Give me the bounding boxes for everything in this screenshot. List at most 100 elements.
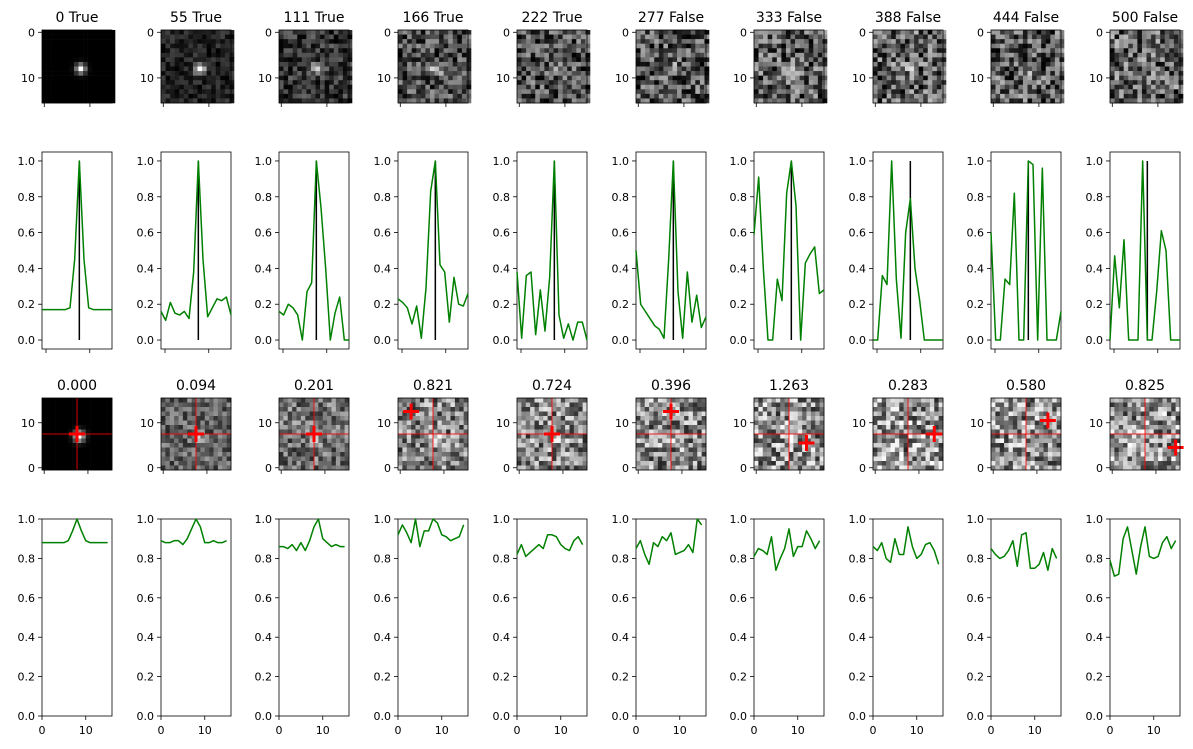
y-tick-label: 0.0 xyxy=(137,334,155,347)
image-pixel xyxy=(569,456,575,462)
image-pixel xyxy=(424,452,429,457)
image-pixel xyxy=(530,402,535,408)
y-tick-label: 10 xyxy=(733,417,747,430)
image-pixel xyxy=(72,443,78,448)
image-pixel xyxy=(754,80,759,86)
image-pixel xyxy=(941,80,947,86)
image-pixel xyxy=(92,61,98,67)
panel-title: 0.396 xyxy=(651,378,691,394)
image-pixel xyxy=(539,80,545,86)
image-pixel xyxy=(98,438,104,444)
image-pixel xyxy=(287,402,293,408)
image-pixel xyxy=(677,80,682,86)
image-pixel xyxy=(452,98,458,104)
image-pixel xyxy=(340,429,345,435)
image-pixel xyxy=(914,66,919,72)
image-pixel xyxy=(1000,80,1005,86)
image-pixel xyxy=(344,416,350,421)
image-pixel xyxy=(758,57,764,63)
image-pixel xyxy=(771,465,777,471)
image-pixel xyxy=(521,61,527,67)
image-pixel xyxy=(539,89,545,95)
image-pixel xyxy=(672,43,678,49)
image-pixel xyxy=(406,452,412,457)
image-pixel xyxy=(94,407,100,412)
image-pixel xyxy=(538,434,544,439)
y-tick-label: 0.2 xyxy=(137,298,155,311)
image-pixel xyxy=(342,43,348,49)
image-pixel xyxy=(279,425,284,430)
image-pixel xyxy=(995,75,1001,81)
image-pixel xyxy=(425,84,431,90)
image-pixel xyxy=(916,420,922,426)
image-pixel xyxy=(60,30,66,35)
image-pixel xyxy=(46,434,52,439)
image-pixel xyxy=(873,30,878,35)
image-pixel xyxy=(292,434,297,439)
image-pixel xyxy=(333,39,339,44)
image-pixel xyxy=(310,75,316,81)
image-pixel xyxy=(819,443,825,448)
y-tick-label: 0 xyxy=(859,26,866,39)
image-pixel xyxy=(580,93,586,99)
image-pixel xyxy=(101,84,107,90)
image-pixel xyxy=(161,75,166,81)
image-pixel xyxy=(771,429,777,435)
image-pixel xyxy=(929,447,935,453)
image-pixel xyxy=(877,402,883,408)
image-pixel xyxy=(428,425,434,430)
image-pixel xyxy=(1022,71,1028,76)
image-pixel xyxy=(297,93,303,99)
image-pixel xyxy=(338,48,344,54)
image-pixel xyxy=(300,425,306,430)
image-pixel xyxy=(571,75,577,81)
image-pixel xyxy=(197,48,203,54)
image-pixel xyxy=(640,452,646,457)
image-pixel xyxy=(781,52,787,58)
image-pixel xyxy=(538,443,544,448)
image-pixel xyxy=(636,75,641,81)
image-pixel xyxy=(42,89,47,95)
image-pixel xyxy=(1041,84,1047,90)
image-pixel xyxy=(914,61,919,67)
image-pixel xyxy=(217,411,223,417)
image-pixel xyxy=(331,416,337,421)
image-pixel xyxy=(538,461,544,466)
image-pixel xyxy=(649,461,654,466)
image-pixel xyxy=(178,416,184,421)
image-pixel xyxy=(42,61,47,67)
image-pixel xyxy=(433,429,438,435)
image-pixel xyxy=(425,71,431,76)
image-pixel xyxy=(191,434,197,439)
image-pixel xyxy=(69,71,75,76)
image-pixel xyxy=(1004,61,1010,67)
image-pixel xyxy=(441,434,447,439)
image-pixel xyxy=(305,443,310,448)
image-pixel xyxy=(916,429,922,435)
image-pixel xyxy=(695,57,701,63)
image-pixel xyxy=(658,71,664,76)
image-pixel xyxy=(398,93,403,99)
image-pixel xyxy=(653,429,659,435)
image-pixel xyxy=(684,456,689,462)
image-pixel xyxy=(206,48,212,54)
image-pixel xyxy=(197,30,203,35)
image-pixel xyxy=(226,402,232,408)
image-pixel xyxy=(991,80,996,86)
image-pixel xyxy=(697,429,702,435)
image-pixel xyxy=(1013,71,1019,76)
image-pixel xyxy=(165,452,171,457)
image-pixel xyxy=(804,80,810,86)
image-pixel xyxy=(429,71,435,76)
image-pixel xyxy=(217,452,223,457)
image-pixel xyxy=(46,80,52,86)
image-pixel xyxy=(419,416,425,421)
image-pixel xyxy=(187,456,192,462)
image-pixel xyxy=(636,80,641,86)
image-pixel xyxy=(938,398,944,403)
image-pixel xyxy=(1032,80,1037,86)
image-pixel xyxy=(1054,34,1060,40)
image-pixel xyxy=(69,39,75,44)
image-pixel xyxy=(560,465,566,471)
image-pixel xyxy=(196,402,201,408)
